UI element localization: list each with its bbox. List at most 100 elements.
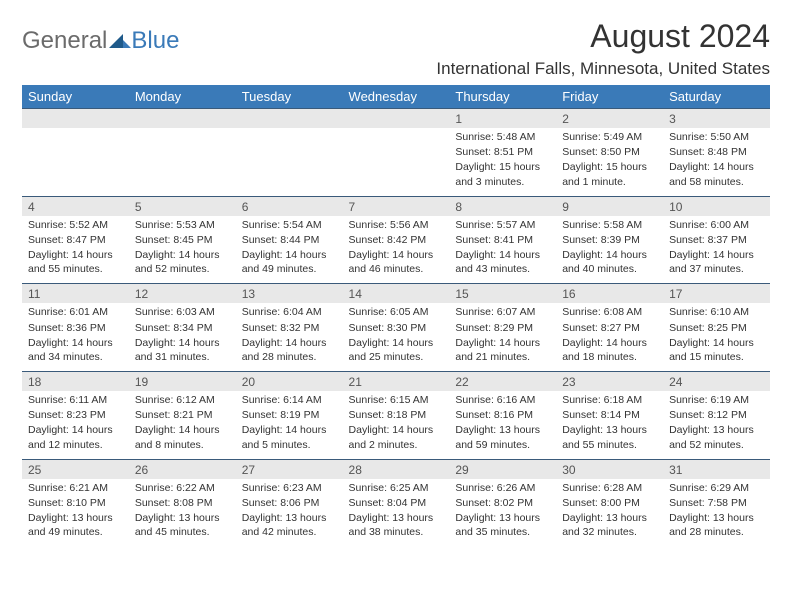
date-cell: 20 [236,372,343,392]
month-title: August 2024 [590,18,770,55]
info-row: Sunrise: 6:11 AMSunset: 8:23 PMDaylight:… [22,391,770,459]
info-cell: Sunrise: 6:08 AMSunset: 8:27 PMDaylight:… [556,303,663,371]
info-cell: Sunrise: 6:03 AMSunset: 8:34 PMDaylight:… [129,303,236,371]
info-cell: Sunrise: 6:12 AMSunset: 8:21 PMDaylight:… [129,391,236,459]
logo-triangle-icon [109,27,131,55]
sunset-text: Sunset: 8:44 PM [242,233,337,247]
daylight-text: Daylight: 14 hours and 46 minutes. [349,248,444,276]
sunrise-text: Sunrise: 6:21 AM [28,481,123,495]
sunrise-text: Sunrise: 5:48 AM [455,130,550,144]
daylight-text: Daylight: 14 hours and 37 minutes. [669,248,764,276]
info-cell [343,128,450,196]
date-cell: 1 [449,109,556,129]
info-cell: Sunrise: 6:19 AMSunset: 8:12 PMDaylight:… [663,391,770,459]
daylight-text: Daylight: 14 hours and 31 minutes. [135,336,230,364]
date-cell: 2 [556,109,663,129]
sunrise-text: Sunrise: 6:04 AM [242,305,337,319]
info-cell: Sunrise: 6:01 AMSunset: 8:36 PMDaylight:… [22,303,129,371]
daylight-text: Daylight: 13 hours and 28 minutes. [669,511,764,539]
sunrise-text: Sunrise: 6:10 AM [669,305,764,319]
date-cell: 21 [343,372,450,392]
daylight-text: Daylight: 14 hours and 52 minutes. [135,248,230,276]
sunset-text: Sunset: 8:29 PM [455,321,550,335]
sunset-text: Sunset: 8:36 PM [28,321,123,335]
info-cell: Sunrise: 5:52 AMSunset: 8:47 PMDaylight:… [22,216,129,284]
sunset-text: Sunset: 8:14 PM [562,408,657,422]
daylight-text: Daylight: 14 hours and 49 minutes. [242,248,337,276]
daylight-text: Daylight: 14 hours and 2 minutes. [349,423,444,451]
sunrise-text: Sunrise: 5:50 AM [669,130,764,144]
daylight-text: Daylight: 13 hours and 35 minutes. [455,511,550,539]
sunrise-text: Sunrise: 6:05 AM [349,305,444,319]
info-cell: Sunrise: 6:21 AMSunset: 8:10 PMDaylight:… [22,479,129,547]
sunset-text: Sunset: 8:39 PM [562,233,657,247]
info-cell [236,128,343,196]
sunset-text: Sunset: 8:23 PM [28,408,123,422]
daylight-text: Daylight: 15 hours and 1 minute. [562,160,657,188]
sunset-text: Sunset: 8:25 PM [669,321,764,335]
sunset-text: Sunset: 8:50 PM [562,145,657,159]
date-cell: 13 [236,284,343,304]
info-cell: Sunrise: 6:11 AMSunset: 8:23 PMDaylight:… [22,391,129,459]
daylight-text: Daylight: 14 hours and 21 minutes. [455,336,550,364]
daylight-text: Daylight: 13 hours and 55 minutes. [562,423,657,451]
date-cell: 14 [343,284,450,304]
date-row: 11121314151617 [22,284,770,304]
day-header-cell: Thursday [449,85,556,109]
daylight-text: Daylight: 13 hours and 32 minutes. [562,511,657,539]
logo-text-blue: Blue [131,27,179,55]
sunrise-text: Sunrise: 6:07 AM [455,305,550,319]
date-cell: 31 [663,459,770,479]
sunrise-text: Sunrise: 6:22 AM [135,481,230,495]
info-cell: Sunrise: 6:07 AM Sunset: 8:29 PMDaylight:… [449,303,556,371]
info-cell: Sunrise: 5:54 AMSunset: 8:44 PMDaylight:… [236,216,343,284]
sunrise-text: Sunrise: 5:52 AM [28,218,123,232]
sunrise-text: Sunrise: 6:12 AM [135,393,230,407]
date-cell: 24 [663,372,770,392]
sunset-text: Sunset: 8:47 PM [28,233,123,247]
sunset-text: Sunset: 8:45 PM [135,233,230,247]
info-cell [22,128,129,196]
daylight-text: Daylight: 13 hours and 42 minutes. [242,511,337,539]
sunrise-text: Sunrise: 6:15 AM [349,393,444,407]
date-cell: 10 [663,196,770,216]
info-row: Sunrise: 6:01 AMSunset: 8:36 PMDaylight:… [22,303,770,371]
info-cell: Sunrise: 5:48 AMSunset: 8:51 PMDaylight:… [449,128,556,196]
sunrise-text: Sunrise: 5:49 AM [562,130,657,144]
daylight-text: Daylight: 14 hours and 28 minutes. [242,336,337,364]
date-cell: 4 [22,196,129,216]
info-cell: Sunrise: 6:25 AMSunset: 8:04 PMDaylight:… [343,479,450,547]
date-cell: 15 [449,284,556,304]
info-cell: Sunrise: 6:28 AMSunset: 8:00 PMDaylight:… [556,479,663,547]
day-header-cell: Monday [129,85,236,109]
info-cell: Sunrise: 6:14 AMSunset: 8:19 PMDaylight:… [236,391,343,459]
info-cell [129,128,236,196]
sunset-text: Sunset: 7:58 PM [669,496,764,510]
date-cell: 3 [663,109,770,129]
date-cell: 7 [343,196,450,216]
daylight-text: Daylight: 14 hours and 12 minutes. [28,423,123,451]
daylight-text: Daylight: 13 hours and 59 minutes. [455,423,550,451]
date-row: 18192021222324 [22,372,770,392]
date-cell: 5 [129,196,236,216]
daylight-text: Daylight: 14 hours and 15 minutes. [669,336,764,364]
info-cell: Sunrise: 6:00 AMSunset: 8:37 PMDaylight:… [663,216,770,284]
info-cell: Sunrise: 5:50 AMSunset: 8:48 PMDaylight:… [663,128,770,196]
info-cell: Sunrise: 6:16 AMSunset: 8:16 PMDaylight:… [449,391,556,459]
date-cell: 16 [556,284,663,304]
date-row: 45678910 [22,196,770,216]
date-cell [236,109,343,129]
sunset-text: Sunset: 8:27 PM [562,321,657,335]
sunset-text: Sunset: 8:30 PM [349,321,444,335]
sunset-text: Sunset: 8:41 PM [455,233,550,247]
sunset-text: Sunset: 8:37 PM [669,233,764,247]
date-cell: 29 [449,459,556,479]
daylight-text: Daylight: 14 hours and 18 minutes. [562,336,657,364]
sunrise-text: Sunrise: 6:23 AM [242,481,337,495]
daylight-text: Daylight: 14 hours and 55 minutes. [28,248,123,276]
date-row: 123 [22,109,770,129]
info-cell: Sunrise: 6:10 AM Sunset: 8:25 PMDaylight:… [663,303,770,371]
daylight-text: Daylight: 14 hours and 8 minutes. [135,423,230,451]
title-block: August 2024 [590,18,770,55]
day-header-cell: Sunday [22,85,129,109]
